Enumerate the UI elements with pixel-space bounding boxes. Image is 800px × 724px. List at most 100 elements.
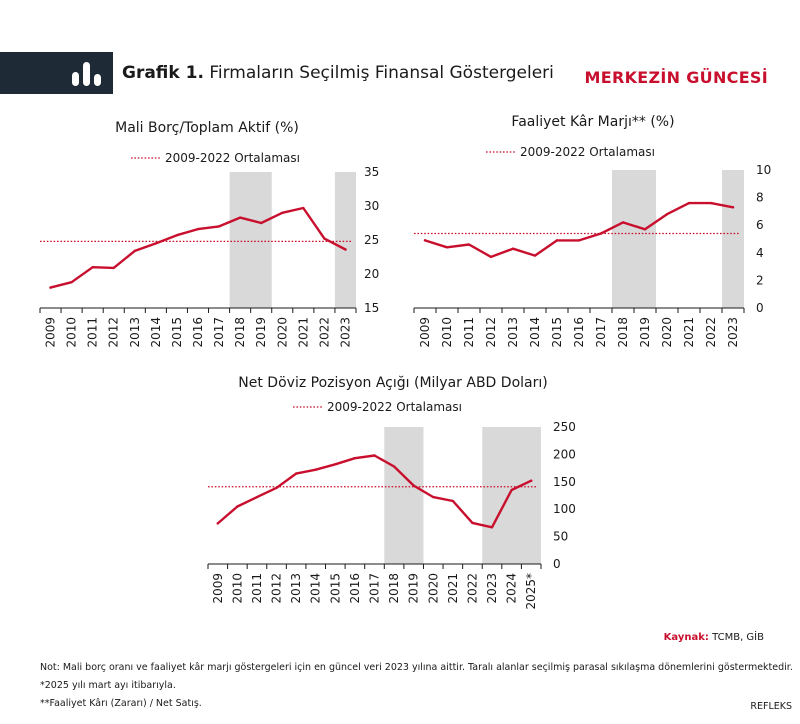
- x-tick-label: 2017: [594, 317, 608, 348]
- data-point: [731, 206, 735, 209]
- data-point: [91, 266, 94, 269]
- x-tick-label: 2022: [704, 317, 718, 348]
- data-point: [302, 206, 305, 210]
- y-tick-label: 8: [756, 191, 764, 205]
- header-bar: [0, 52, 113, 94]
- shaded-period-1: [229, 172, 272, 308]
- x-tick-label: 2015: [550, 317, 564, 348]
- footnotes: Not: Mali borç oranı ve faaliyet kâr mar…: [40, 659, 793, 713]
- x-tick-label: 2023: [726, 317, 740, 348]
- brand-logo-text: MERKEZİN GÜNCESİ: [584, 68, 768, 87]
- x-tick-label: 2014: [309, 573, 323, 604]
- legend-label: 2009-2022 Ortalaması: [327, 400, 462, 414]
- data-point: [238, 216, 242, 219]
- y-tick-label: 6: [756, 218, 764, 232]
- y-tick-label: 150: [553, 475, 576, 489]
- x-tick-label: 2011: [86, 317, 100, 348]
- legend-label: 2009-2022 Ortalaması: [520, 145, 655, 159]
- data-point: [281, 211, 284, 214]
- y-tick-label: 0: [553, 557, 561, 571]
- x-tick-label: 2013: [128, 317, 142, 348]
- series-line: [49, 206, 347, 289]
- data-point: [471, 521, 474, 525]
- x-tick-label: 2015: [328, 573, 342, 604]
- x-tick-label: 2019: [638, 317, 652, 348]
- figure-title: Grafik 1. Firmaların Seçilmiş Finansal G…: [122, 63, 554, 83]
- x-tick-label: 2013: [506, 317, 520, 348]
- data-point: [373, 454, 376, 457]
- y-tick-label: 35: [364, 165, 379, 179]
- data-point: [621, 221, 625, 224]
- y-tick-label: 250: [553, 420, 576, 434]
- x-tick-label: 2016: [572, 317, 586, 348]
- data-point: [687, 201, 691, 205]
- chart-fx-position: 2009 2010 2011 2012 2013 2014 2015 2016 2017 2018…: [207, 375, 576, 610]
- x-tick-label: 2019: [407, 573, 421, 604]
- data-point: [530, 479, 533, 482]
- y-tick-label: 15: [364, 301, 379, 315]
- data-point: [260, 221, 263, 225]
- y-tick-label: 25: [364, 233, 379, 247]
- x-tick-label: 2024: [505, 573, 519, 604]
- data-point: [451, 499, 455, 503]
- x-tick-label: 2013: [289, 573, 303, 604]
- chart-operating-margin: 2009 2010 2011 2012 2013 2014 2015 2016 2017 2018…: [413, 114, 771, 348]
- data-point: [70, 280, 73, 284]
- data-point: [294, 472, 298, 475]
- y-tick-label: 10: [756, 163, 771, 177]
- shaded-period-2: [334, 172, 356, 308]
- y-tick-label: 4: [756, 246, 764, 260]
- data-point: [709, 201, 713, 205]
- y-tick-label: 200: [553, 447, 576, 461]
- data-point: [432, 495, 435, 499]
- data-point: [423, 239, 427, 242]
- data-point: [489, 255, 493, 259]
- x-tick-label: 2017: [368, 573, 382, 604]
- x-tick-label: 2025*: [524, 573, 538, 610]
- x-tick-label: 2018: [387, 573, 401, 604]
- x-tick-label: 2022: [465, 573, 479, 604]
- data-point: [217, 225, 221, 228]
- data-point: [175, 234, 179, 237]
- note-3: **Faaliyet Kârı (Zararı) / Net Satış.: [40, 698, 202, 709]
- chart-title: Faaliyet Kâr Marjı** (%): [511, 114, 674, 130]
- shaded-period-1: [384, 427, 424, 564]
- y-tick-label: 0: [756, 301, 764, 315]
- source-line: Kaynak: TCMB, GİB: [664, 632, 764, 643]
- shaded-period-2: [722, 170, 744, 308]
- data-point: [643, 228, 647, 231]
- data-point: [236, 505, 239, 508]
- y-tick-label: 30: [364, 199, 379, 213]
- y-tick-label: 50: [553, 530, 568, 544]
- x-tick-label: 2021: [682, 317, 696, 348]
- shaded-period-2: [482, 427, 541, 564]
- data-point: [154, 242, 158, 245]
- data-point: [445, 246, 449, 249]
- data-point: [511, 247, 515, 250]
- data-point: [255, 495, 259, 499]
- source-label: Kaynak:: [663, 632, 709, 643]
- x-tick-label: 2012: [484, 317, 498, 348]
- data-point: [490, 526, 494, 529]
- source-value: TCMB, GİB: [708, 632, 764, 643]
- data-point: [334, 463, 337, 466]
- x-tick-label: 2009: [44, 317, 58, 348]
- bar-chart-icon: [72, 62, 101, 86]
- x-tick-label: 2015: [170, 317, 184, 348]
- note-1: Not: Mali borç oranı ve faaliyet kâr mar…: [40, 662, 793, 673]
- x-tick-label: 2011: [462, 317, 476, 348]
- y-tick-label: 100: [553, 502, 576, 516]
- data-point: [112, 266, 115, 270]
- x-tick-label: 2016: [348, 573, 362, 604]
- data-point: [412, 484, 415, 487]
- chart-title: Mali Borç/Toplam Aktif (%): [115, 120, 299, 136]
- figure-title-text: Firmaların Seçilmiş Finansal Göstergeler…: [203, 63, 554, 83]
- refleks-label: REFLEKS: [750, 701, 792, 712]
- x-tick-label: 2017: [212, 317, 226, 348]
- figure-number: Grafik 1.: [122, 63, 204, 83]
- x-tick-label: 2021: [446, 573, 460, 604]
- chart-title: Net Döviz Pozisyon Açığı (Milyar ABD Dol…: [238, 375, 547, 391]
- x-tick-label: 2012: [107, 317, 121, 348]
- shaded-period-1: [612, 170, 656, 308]
- data-point: [392, 465, 396, 468]
